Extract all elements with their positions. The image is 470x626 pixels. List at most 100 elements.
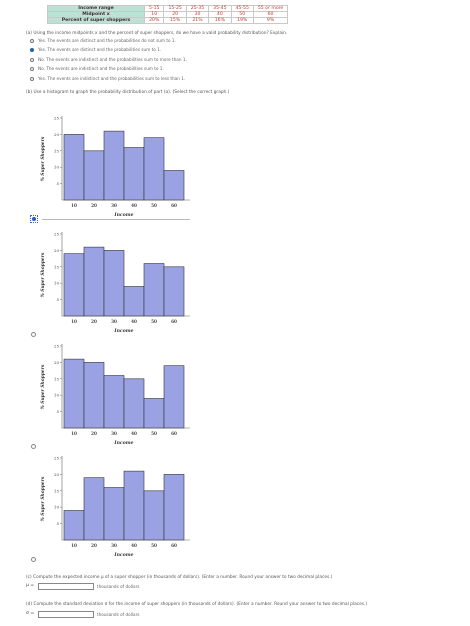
histogram-bar [103,250,125,317]
x-tick-label: 30 [111,319,117,324]
x-tick-label: 50 [151,319,157,324]
x-axis-label: Income [113,552,133,558]
x-tick-label: 40 [131,203,137,208]
range-cell: 55 or more [252,5,289,12]
histogram-bar [83,362,105,429]
x-tick-label: 60 [171,431,177,436]
x-tick-label: 50 [151,431,157,436]
y-axis-label: % Super Shoppers [41,252,46,297]
x-tick-label: 40 [131,431,137,436]
radio-selected-icon [32,217,36,221]
histogram-option-4-radio[interactable] [31,557,36,562]
histogram-bar [123,378,145,429]
y-tick-label: 15 [54,488,60,493]
y-tick-label: 25 [54,232,60,237]
histogram-option-3-radio[interactable] [31,444,36,449]
x-axis-label: Income [113,328,133,334]
histogram-bar [63,134,85,201]
y-tick-label: 5 [56,181,59,186]
distribution-table: Income range 5-15 15-25 25-35 35-45 45-5… [47,5,289,24]
y-tick-label: 15 [54,264,60,269]
divider [42,219,190,220]
histogram-bar [83,150,105,201]
x-tick-label: 20 [91,543,97,548]
x-tick-label: 10 [71,543,77,548]
x-tick-label: 30 [111,543,117,548]
sigma-label: σ = [26,611,35,616]
histogram-bar [83,477,105,541]
histogram-option-1: 5 10 15 20 25 10 20 30 40 50 60 Income % Super Shopp… [41,116,190,218]
row-label-percent: Percent of super shoppers [47,17,145,24]
percent-cell: 21% [185,17,210,24]
x-tick-label: 40 [131,543,137,548]
percent-cell: 16% [208,17,232,24]
y-tick-label: 25 [54,456,60,461]
x-tick-label: 10 [71,431,77,436]
mu-unit: thousands of dollars [97,584,140,589]
part-d-question: (d) Compute the standard deviation σ for… [26,602,368,607]
y-axis-label: % Super Shoppers [41,364,46,409]
histogram-bar [63,358,85,429]
histogram-bar [83,246,105,317]
histogram-bar [143,137,165,201]
mu-input[interactable] [38,583,94,590]
option-label: Yes. The events are indistinct and the p… [38,76,186,81]
histogram-bar [163,365,185,429]
x-tick-label: 10 [71,319,77,324]
part-a-question: (a) Using the income midpoints x and the… [26,31,288,36]
x-axis-label: Income [113,212,133,218]
y-tick-label: 15 [54,376,60,381]
histogram-option-1-radio[interactable] [30,215,38,223]
part-a-option[interactable]: No. The events are indistinct and the pr… [30,66,164,71]
x-tick-label: 30 [111,203,117,208]
histogram-option-2: 5 10 15 20 25 10 20 30 40 50 60 Income % Super Shopp… [41,232,190,334]
part-a-option[interactable]: Yes. The events are distinct and the pro… [30,47,161,52]
part-c-question: (c) Compute the expected income μ of a s… [26,575,333,580]
radio-icon[interactable] [30,38,34,43]
y-tick-label: 10 [54,165,60,170]
part-a-option[interactable]: Yes. The events are indistinct and the p… [30,76,185,81]
histogram-bar [123,470,145,541]
histogram-bar [103,375,125,429]
x-tick-label: 40 [131,319,137,324]
percent-cell: 19% [230,17,254,24]
histogram-option-4: 5 10 15 20 25 10 20 30 40 50 60 Income % Super Shopp… [41,456,190,558]
option-label: Yes. The events are distinct and the pro… [38,38,176,43]
histogram-option-3: 5 10 15 20 25 10 20 30 40 50 60 Income % Super Shopp… [41,344,190,446]
sigma-input[interactable] [38,611,94,618]
y-tick-label: 10 [54,393,60,398]
x-tick-label: 50 [151,543,157,548]
percent-cell: 15% [163,17,187,24]
histogram-bar [63,253,85,317]
part-a-option[interactable]: Yes. The events are distinct and the pro… [30,38,176,43]
y-tick-label: 15 [54,148,60,153]
option-label: Yes. The events are distinct and the pro… [38,47,162,52]
part-a-option[interactable]: No. The events are indistinct and the pr… [30,57,187,62]
radio-selected-icon[interactable] [30,47,34,52]
x-tick-label: 30 [111,431,117,436]
x-tick-label: 50 [151,203,157,208]
percent-cell: 9% [252,17,289,24]
radio-icon[interactable] [30,66,34,71]
option-label: No. The events are indistinct and the pr… [38,66,164,71]
sigma-unit: thousands of dollars [97,612,140,617]
y-tick-label: 5 [56,521,59,526]
histogram-option-2-radio[interactable] [31,332,36,337]
radio-icon[interactable] [30,57,34,62]
y-tick-label: 5 [56,409,59,414]
histogram-bar [123,147,145,201]
mu-label: μ = [26,583,35,588]
y-tick-label: 20 [54,248,60,253]
x-tick-label: 20 [91,431,97,436]
x-tick-label: 20 [91,319,97,324]
x-tick-label: 20 [91,203,97,208]
histogram-bar [103,130,125,201]
y-tick-label: 10 [54,505,60,510]
radio-icon[interactable] [30,76,34,81]
y-axis-label: % Super Shoppers [41,476,46,521]
y-tick-label: 20 [54,360,60,365]
histogram-bar [123,286,145,317]
x-tick-label: 60 [171,203,177,208]
x-tick-label: 10 [71,203,77,208]
y-tick-label: 20 [54,132,60,137]
